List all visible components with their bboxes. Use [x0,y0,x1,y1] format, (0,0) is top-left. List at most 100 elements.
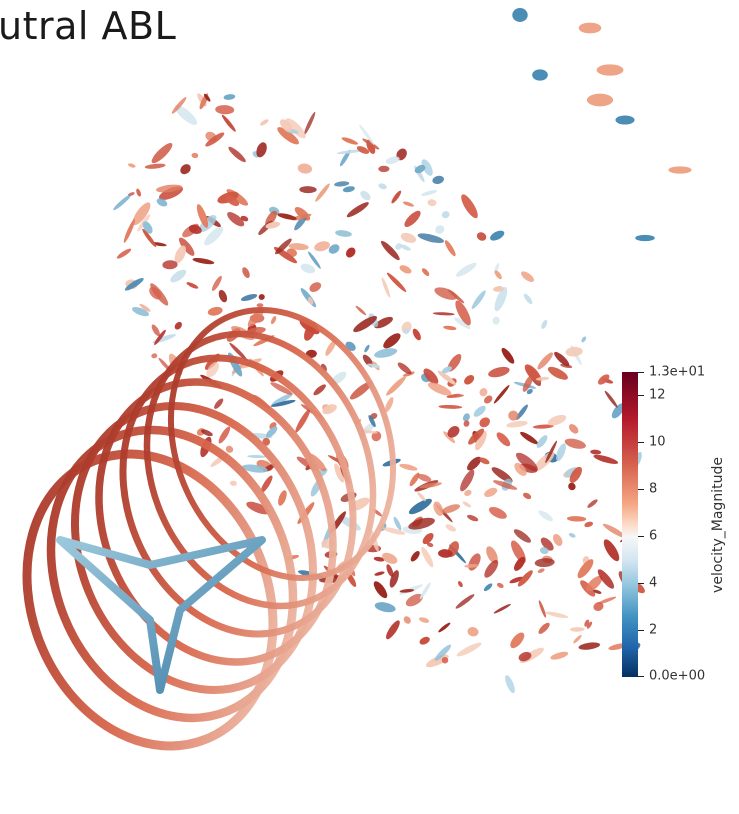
vortex-fragment [523,492,532,500]
vortex-fragment [455,594,475,609]
vortex-fragment [315,183,330,202]
vortex-fragment [483,583,493,592]
vortex-fragment [464,375,475,385]
vortex-fragment [349,381,373,400]
vortex-fragment [501,347,515,364]
vortex-fragment [523,293,533,305]
vortex-fragment [256,142,267,158]
vortex-fragment [596,64,624,76]
vortex-fragment [228,146,246,163]
vortex-fragment [203,93,211,102]
vortex-fragment [240,215,249,222]
wake-turbulence-structures [113,8,692,694]
vortex-fragment [421,546,434,568]
vortex-fragment [241,464,268,473]
vortex-fragment [597,569,615,589]
vortex-fragment [479,388,488,397]
vortex-fragment [471,290,486,309]
vortex-fragment [464,489,472,496]
vortex-fragment [441,656,449,664]
colorbar-tick-label: 10 [649,434,666,450]
vortex-fragment [345,247,356,258]
vortex-fragment [211,275,222,291]
vortex-fragment [218,426,231,444]
colorbar-tick-label: 4 [649,575,658,591]
vortex-fragment [586,621,593,629]
vortex-fragment [538,600,547,618]
vortex-fragment [421,190,438,196]
vortex-fragment [536,435,548,448]
vortex-fragment [510,632,525,649]
colorbar-tick [638,489,644,490]
vortex-fragment [426,542,434,547]
vortex-fragment [541,319,548,329]
vortex-fragment [393,516,402,531]
vortex-fragment [151,353,158,359]
vortex-fragment [395,243,402,250]
vortex-fragment [445,524,456,532]
vortex-fragment [314,241,330,252]
vortex-fragment [447,425,460,438]
vortex-fragment [353,316,377,333]
vortex-fragment [297,163,313,174]
vortex-fragment [360,429,378,434]
vortex-fragment [433,501,444,516]
vortex-fragment [270,399,296,407]
vortex-fragment [463,420,470,427]
vortex-fragment [545,611,569,619]
vortex-fragment [196,204,209,228]
rotor-blade-vortex [56,536,266,694]
vortex-fragment [385,156,400,165]
vortex-fragment [496,432,511,447]
vortex-fragment [456,642,482,657]
vortex-fragment [512,8,528,22]
colorbar-gradient [622,372,638,677]
tip-vortex-ring [22,449,278,751]
colorbar-tick [638,630,644,631]
vortex-fragment [550,651,569,660]
vortex-fragment [229,480,237,486]
vortex-fragment [373,581,388,599]
tip-vortex-ring [95,378,337,666]
vortex-fragment [386,620,400,640]
colorbar-min-label: 0.0e+00 [649,668,706,684]
colorbar-max-label: 1.3e+01 [649,364,706,380]
vortex-fragment [584,521,594,528]
vortex-fragment [443,325,457,331]
vortex-fragment [468,428,485,445]
vortex-fragment [258,294,265,300]
vortex-fragment [275,238,292,255]
vortex-fragment [435,225,445,234]
vortex-fragment [438,404,463,409]
colorbar-tick [638,536,644,537]
vortex-fragment [204,226,224,246]
vortex-fragment [404,210,421,227]
vortex-fragment [547,366,568,380]
vortex-fragment [418,617,430,623]
vortex-fragment [154,329,166,345]
vortex-fragment [374,348,398,358]
vortex-fragment [444,240,456,257]
vortex-fragment [468,553,481,571]
vortex-fragment [366,139,376,154]
vortex-fragment [405,593,423,607]
vortex-fragment [578,22,602,34]
vortex-fragment [438,622,451,633]
vortex-fragment [554,351,570,367]
vortex-fragment [382,552,398,564]
colorbar-tick-label: 12 [649,387,666,403]
vortex-fragment [400,232,417,243]
vortex-fragment [325,339,337,356]
vortex-fragment [491,467,513,483]
vortex-fragment [381,277,391,298]
vortex-fragment [540,537,554,551]
vortex-fragment [441,211,450,219]
vortex-fragment [132,307,149,317]
vortex-fragment [144,163,166,169]
vortex-fragment [139,303,151,312]
vortex-fragment [488,366,510,378]
colorbar-tick-min [638,676,644,677]
vortex-fragment [300,263,316,274]
vortex-fragment [364,344,370,353]
vortex-fragment [223,94,236,100]
